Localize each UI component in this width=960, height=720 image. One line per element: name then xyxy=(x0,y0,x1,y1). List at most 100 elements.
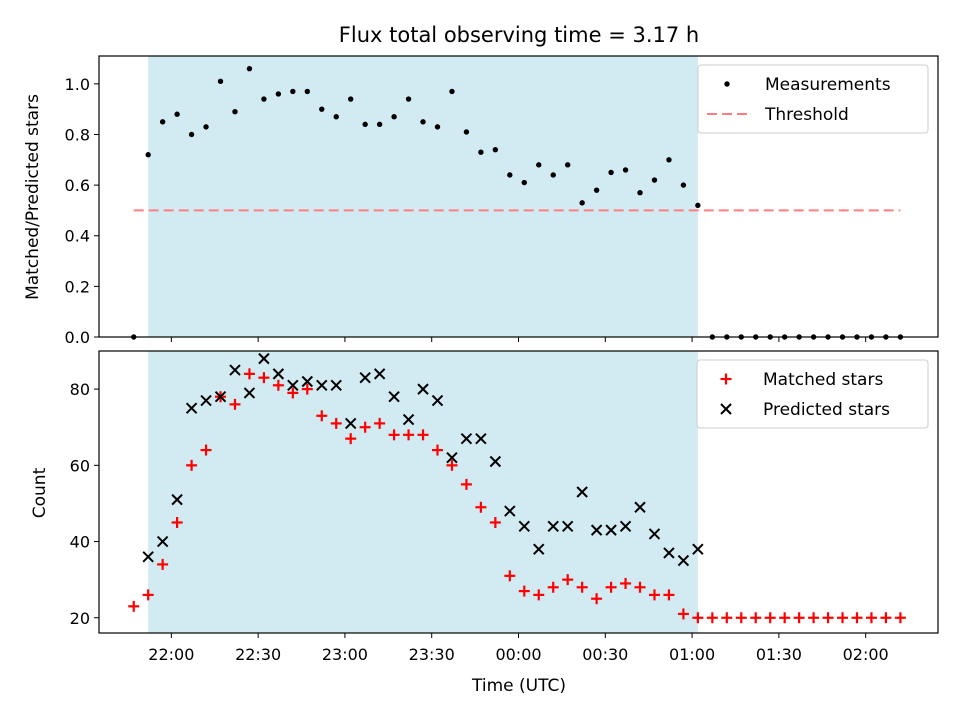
measurement-point xyxy=(203,124,209,130)
measurement-point xyxy=(333,114,339,120)
measurement-point xyxy=(463,129,470,135)
predicted-star-point xyxy=(171,493,183,506)
top-x-ticks xyxy=(170,337,867,342)
bottom-plot-frame xyxy=(98,350,939,634)
measurement-point xyxy=(680,182,687,188)
predicted-star-point xyxy=(634,501,646,513)
matched-star-point xyxy=(200,444,212,456)
bottom-legend-box xyxy=(696,359,929,429)
matched-star-point xyxy=(403,429,415,441)
predicted-star-point xyxy=(648,528,661,540)
measurement-point xyxy=(188,131,195,138)
predicted-star-point xyxy=(590,524,603,536)
matched-star-point xyxy=(779,612,791,624)
predicted-star-point xyxy=(243,387,256,399)
predicted-star-point xyxy=(547,520,559,533)
matched-star-point xyxy=(591,593,603,605)
predicted-star-point xyxy=(561,520,574,533)
predicted-star-point xyxy=(214,391,227,403)
measurement-point xyxy=(362,121,368,128)
bottom-x-ticks: 22:00 22:30 23:00 23:30 00:00 00:30 01:00 01:30… xyxy=(148,633,889,664)
matched-star-point xyxy=(547,581,559,593)
measurement-point xyxy=(391,114,397,120)
predicted-star-point xyxy=(576,486,588,498)
matched-star-point xyxy=(648,589,660,601)
predicted-star-point xyxy=(156,535,169,548)
predicted-star-point xyxy=(258,352,270,365)
measurement-point xyxy=(246,65,253,72)
top-legend: Measurements Threshold xyxy=(697,64,929,134)
predicted-star-point xyxy=(287,379,299,392)
matched-star-point xyxy=(706,612,718,624)
measurement-point xyxy=(492,146,499,153)
bottom-y-tick-label: 80 xyxy=(70,380,90,399)
matched-star-point xyxy=(431,444,443,456)
predicted-star-point xyxy=(316,379,328,392)
matched-star-point xyxy=(677,608,689,620)
matched-star-point xyxy=(272,379,284,391)
predicted-star-point xyxy=(373,368,386,380)
predicted-star-point xyxy=(518,520,530,533)
x-tick-label: 23:30 xyxy=(409,645,455,664)
measurement-point xyxy=(666,157,672,163)
predicted-star-point xyxy=(359,371,371,384)
matched-star-point xyxy=(359,421,371,433)
predicted-star-point xyxy=(417,383,429,395)
predicted-star-point xyxy=(185,402,198,414)
top-y-tick-label: 0.6 xyxy=(65,176,90,195)
matched-star-point xyxy=(576,581,588,593)
legend-matched-marker xyxy=(720,373,732,385)
matched-star-point xyxy=(793,612,805,624)
bottom-y-ticks: 20 40 60 80 xyxy=(70,380,99,628)
measurement-point xyxy=(261,96,267,102)
predicted-star-point xyxy=(142,551,154,563)
measurement-point xyxy=(507,172,513,178)
matched-star-point xyxy=(620,577,632,589)
matched-star-point xyxy=(374,417,386,429)
matched-star-point xyxy=(301,383,313,395)
x-tick-label: 02:00 xyxy=(843,645,889,664)
matched-star-point xyxy=(186,459,198,471)
x-tick-label: 22:00 xyxy=(148,645,194,664)
matched-star-point xyxy=(721,612,733,624)
top-y-tick-label: 0.8 xyxy=(65,125,90,144)
measurement-point xyxy=(637,190,643,196)
top-legend-box xyxy=(697,64,929,134)
legend-plus-glyph xyxy=(720,373,732,385)
legend-x-glyph xyxy=(720,403,732,415)
predicted-star-point xyxy=(388,391,400,403)
top-y-ticks: 0.0 0.2 0.4 0.6 0.8 1.0 xyxy=(65,75,99,347)
predicted-star-point xyxy=(692,543,704,555)
measurement-point xyxy=(622,167,629,173)
measurement-point xyxy=(376,121,383,128)
x-tick-label: 01:00 xyxy=(669,645,715,664)
top-observing-window xyxy=(148,56,698,337)
matched-star-point xyxy=(750,612,762,624)
x-tick-label: 22:30 xyxy=(235,645,281,664)
matched-star-point xyxy=(735,612,747,624)
matched-star-point xyxy=(316,410,328,422)
top-y-tick-label: 0.2 xyxy=(65,277,90,296)
measurement-point xyxy=(564,162,571,168)
matched-star-point xyxy=(504,570,516,582)
matched-star-point xyxy=(460,478,472,490)
matched-star-point xyxy=(475,501,487,513)
predicted-star-point xyxy=(344,417,357,430)
measurement-point xyxy=(651,177,658,183)
x-axis-label: Time (UTC) xyxy=(471,676,566,696)
measurement-point xyxy=(145,152,151,158)
matched-star-point xyxy=(605,581,617,593)
measurement-point xyxy=(290,88,296,95)
predicted-star-point xyxy=(677,554,690,567)
measurement-points xyxy=(131,65,904,340)
predicted-star-markers xyxy=(142,352,704,567)
matched-star-point xyxy=(243,368,255,380)
measurement-point xyxy=(420,119,426,125)
predicted-star-point xyxy=(402,413,415,426)
matched-star-point xyxy=(142,589,154,601)
top-plot-frame xyxy=(98,55,939,338)
measurement-point xyxy=(275,91,282,97)
matched-star-point xyxy=(837,612,849,624)
figure-title: Flux total observing time = 3.17 h xyxy=(339,23,699,47)
predicted-star-point xyxy=(200,394,212,407)
